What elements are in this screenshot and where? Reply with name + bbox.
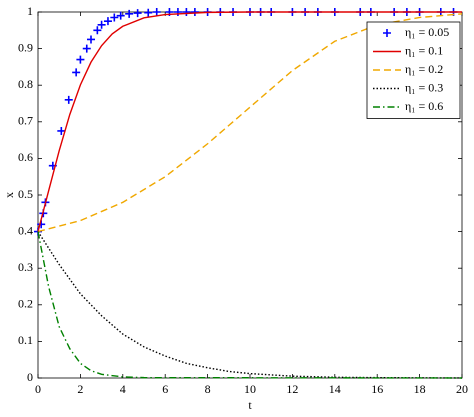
line [37,231,463,379]
y-tick-label: 0.2 [18,297,33,311]
x-tick-label: 10 [244,382,256,396]
legend-box [366,21,461,119]
y-tick-label: 0.7 [18,114,33,128]
marker [152,8,161,16]
x-tick-label: 20 [456,382,468,396]
marker [97,20,106,29]
x-axis-label: t [248,398,252,412]
x-tick-label: 14 [329,382,341,396]
y-tick-label: 0.4 [18,223,33,237]
series [37,231,463,379]
marker [93,26,102,35]
y-tick-label: 0 [27,370,33,384]
x-tick-label: 6 [162,382,168,396]
legend-label: η₁ = 0.05 [405,25,449,39]
marker [110,13,119,22]
y-tick-label: 0.3 [18,260,33,274]
line [37,231,463,379]
marker [125,9,134,18]
marker [76,55,85,64]
marker [82,44,91,53]
x-tick-label: 16 [371,382,383,396]
y-tick-label: 0.6 [18,150,33,164]
marker [116,11,125,20]
y-tick-label: 0.5 [18,187,33,201]
x-tick-label: 8 [205,382,211,396]
marker [190,8,199,16]
series [37,231,463,379]
legend-label: η₁ = 0.1 [405,43,443,57]
y-axis-label: x [2,192,16,198]
marker [173,8,182,16]
y-tick-label: 0.9 [18,40,33,54]
legend-swatch [383,29,391,37]
x-tick-label: 18 [414,382,426,396]
line [37,11,462,232]
legend-label: η₁ = 0.2 [405,62,443,76]
series [37,11,462,232]
legend: η₁ = 0.05 η₁ = 0.1 η₁ = 0.2 η₁ = 0.3 η₁ = 0.… [366,21,461,119]
legend-label: η₁ = 0.3 [405,80,443,94]
marker [64,95,73,104]
marker [57,126,66,135]
y-tick-label: 0.1 [18,333,33,347]
x-tick-label: 0 [35,382,41,396]
marker [87,35,95,44]
marker [103,17,112,26]
y-tick-label: 1 [27,4,33,18]
x-tick-label: 4 [120,382,126,396]
legend-label: η₁ = 0.6 [405,99,443,113]
x-tick-label: 12 [286,382,298,396]
marker [182,8,191,16]
marker [144,8,153,17]
marker [72,68,81,77]
x-tick-label: 2 [77,382,83,396]
marker [133,9,142,18]
y-tick-label: 0.8 [18,77,33,91]
